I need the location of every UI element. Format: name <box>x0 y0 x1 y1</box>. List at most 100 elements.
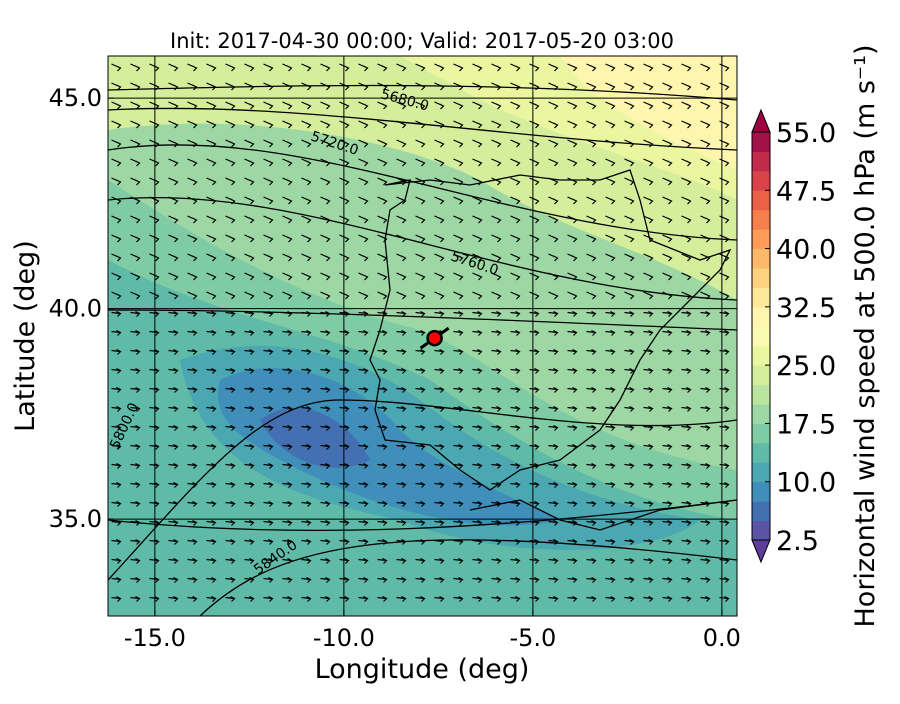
wind-arrow <box>529 272 540 281</box>
wind-arrow <box>206 234 217 243</box>
wind-arrow <box>472 158 483 167</box>
wind-arrow <box>491 101 502 110</box>
wind-arrow <box>624 462 635 469</box>
wind-arrow <box>662 462 673 469</box>
wind-arrow <box>149 253 160 262</box>
colorbar-band <box>752 481 770 502</box>
wind-arrow <box>719 443 730 450</box>
wind-arrow <box>643 557 654 564</box>
wind-arrow <box>187 405 198 412</box>
wind-arrow <box>149 329 160 336</box>
wind-arrow <box>339 538 350 545</box>
wind-arrow <box>643 386 654 393</box>
wind-arrow <box>453 576 464 583</box>
wind-arrow <box>567 576 578 583</box>
wind-arrow <box>320 120 331 129</box>
wind-arrow <box>282 196 293 205</box>
wind-arrow <box>168 101 179 110</box>
wind-arrow <box>130 139 141 148</box>
wind-arrow <box>263 82 274 91</box>
wind-arrow <box>586 234 597 243</box>
wind-arrow <box>263 63 274 72</box>
wind-arrow <box>510 158 521 167</box>
wind-arrow <box>529 158 540 167</box>
wind-arrow <box>491 215 502 224</box>
contours <box>108 84 737 616</box>
contour-line <box>108 84 737 101</box>
wind-arrow <box>206 196 217 205</box>
wind-arrow <box>624 310 635 317</box>
wind-arrow <box>263 595 274 602</box>
wind-arrow <box>434 139 445 148</box>
wind-arrow <box>491 82 502 91</box>
wind-arrow <box>453 538 464 545</box>
wind-arrow <box>605 500 616 507</box>
wind-arrow <box>662 158 673 167</box>
wind-arrow <box>681 538 692 545</box>
wind-arrow <box>510 538 521 545</box>
wind-arrow <box>567 310 578 317</box>
wind-arrow <box>662 139 673 148</box>
wind-arrow <box>301 500 312 507</box>
wind-arrow <box>662 443 673 450</box>
wind-arrow <box>415 329 426 336</box>
wind-arrow <box>700 310 711 317</box>
wind-arrow <box>187 462 198 469</box>
wind-arrow <box>548 481 559 488</box>
wind-arrow <box>282 82 293 91</box>
wind-arrow <box>415 405 426 412</box>
wind-arrow <box>149 139 160 148</box>
wind-arrow <box>168 405 179 412</box>
wind-arrow <box>187 367 198 374</box>
wind-arrow <box>605 82 616 91</box>
wind-arrow <box>510 500 521 507</box>
wind-arrow <box>187 291 198 300</box>
wind-arrow <box>719 538 730 545</box>
wind-arrow <box>301 443 312 450</box>
colorbar-band <box>752 132 770 152</box>
wind-arrow <box>358 215 369 224</box>
wind-arrow <box>415 63 426 72</box>
wind-arrow <box>491 424 502 431</box>
wind-arrow <box>434 386 445 393</box>
wind-arrow <box>624 519 635 526</box>
wind-arrow <box>681 405 692 412</box>
wind-arrow <box>510 443 521 450</box>
wind-arrow <box>358 576 369 583</box>
wind-arrow <box>605 177 616 186</box>
wind-arrow <box>624 405 635 412</box>
wind-arrow <box>415 215 426 224</box>
wind-arrow <box>339 329 350 336</box>
colorbar-tick-label: 25.0 <box>776 351 836 382</box>
wind-arrow <box>377 329 388 336</box>
wind-arrow <box>206 120 217 129</box>
wind-arrow <box>453 158 464 167</box>
wind-arrow <box>396 177 407 186</box>
wind-arrow <box>434 291 445 300</box>
wind-arrow <box>320 481 331 488</box>
wind-arrow <box>320 215 331 224</box>
wind-arrow <box>377 101 388 110</box>
wind-arrow <box>681 462 692 469</box>
wind-arrow <box>700 576 711 583</box>
wind-arrow <box>301 272 312 281</box>
wind-arrow <box>510 139 521 148</box>
wind-arrow <box>719 196 730 205</box>
y-tick-label: 35.0 <box>49 505 102 533</box>
wind-arrow <box>282 557 293 564</box>
wind-arrow <box>700 177 711 186</box>
wind-arrow <box>529 424 540 431</box>
wind-arrow <box>453 120 464 129</box>
wind-arrow <box>320 595 331 602</box>
map-field: 5680.0 5720.0 5760.0 5800.0 5840.0 <box>108 56 737 616</box>
wind-arrow <box>700 405 711 412</box>
wind-arrow <box>491 158 502 167</box>
wind-arrow <box>339 519 350 526</box>
wind-arrow <box>339 424 350 431</box>
wind-arrow <box>586 405 597 412</box>
colorbar-band <box>752 151 770 172</box>
wind-arrow <box>244 272 255 281</box>
wind-arrow <box>586 481 597 488</box>
wind-arrow <box>206 462 217 469</box>
